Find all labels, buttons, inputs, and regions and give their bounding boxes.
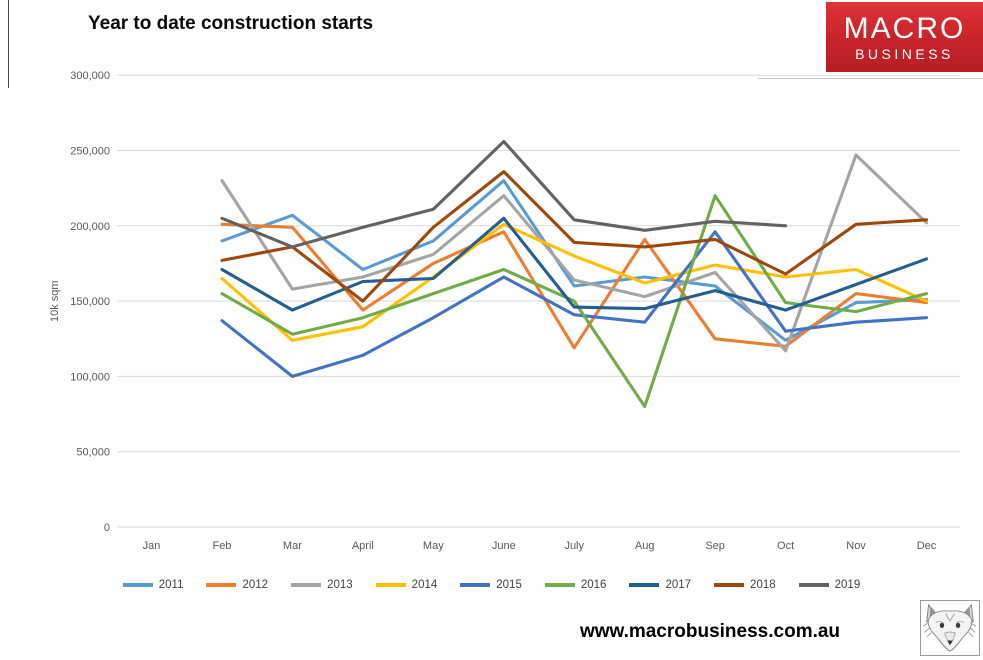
legend-swatch-icon — [291, 583, 322, 587]
legend-item-2016: 2016 — [544, 579, 607, 591]
x-tick-label: Oct — [777, 540, 794, 552]
legend-swatch-icon — [206, 583, 237, 587]
x-tick-label: May — [423, 540, 444, 552]
y-axis-label: 10k sqm — [49, 280, 61, 322]
legend-swatch-icon — [714, 583, 745, 587]
legend-swatch-icon — [544, 583, 575, 587]
macrobusiness-logo: MACRO BUSINESS — [826, 2, 983, 72]
logo-line-macro: MACRO — [843, 11, 966, 45]
legend-label: 2016 — [580, 579, 607, 591]
series-line-2017 — [220, 216, 929, 312]
line-chart: 10k sqm 0 50,000 100,000 150,000 200,000 250,… — [49, 70, 960, 552]
legend-item-2018: 2018 — [714, 579, 776, 591]
legend-swatch-icon — [375, 583, 406, 587]
y-tick-label: 0 — [104, 522, 110, 534]
legend-item-2012: 2012 — [206, 579, 268, 591]
page-title: Year to date construction starts — [88, 13, 374, 34]
x-tick-label: July — [564, 540, 584, 552]
x-tick-label: June — [492, 540, 516, 552]
y-tick-label: 150,000 — [70, 296, 110, 308]
legend-item-2014: 2014 — [375, 579, 438, 591]
legend-label: 2011 — [158, 579, 184, 591]
legend-label: 2013 — [327, 579, 353, 591]
series-line-2015 — [220, 230, 929, 378]
legend-label: 2015 — [496, 579, 522, 591]
y-tick-label: 300,000 — [70, 70, 110, 82]
legend-label: 2012 — [242, 579, 269, 591]
series-line-2014 — [220, 222, 929, 342]
logo-line-business: BUSINESS — [855, 45, 954, 62]
top-divider-line — [758, 78, 983, 79]
legend-label: 2017 — [665, 579, 692, 591]
legend-item-2019: 2019 — [798, 579, 861, 591]
x-tick-label: Sep — [705, 540, 725, 552]
legend-item-2017: 2017 — [629, 579, 691, 591]
legend-item-2011: 2011 — [122, 579, 184, 591]
y-tick-label: 100,000 — [70, 371, 110, 383]
series-line-2016 — [220, 194, 929, 409]
legend-swatch-icon — [798, 583, 829, 587]
series-line-2019 — [220, 139, 788, 249]
legend-swatch-icon — [460, 583, 491, 587]
y-tick-label: 200,000 — [70, 221, 110, 233]
x-tick-label: April — [352, 540, 374, 552]
x-tick-label: Dec — [917, 540, 937, 552]
x-tick-label: Nov — [846, 540, 866, 552]
series-line-2013 — [220, 153, 929, 353]
legend-swatch-icon — [122, 583, 153, 587]
x-tick-label: Jan — [143, 540, 161, 552]
y-tick-label: 250,000 — [70, 146, 110, 158]
footer-url: www.macrobusiness.com.au — [579, 621, 841, 642]
legend-swatch-icon — [629, 583, 660, 587]
legend-item-2015: 2015 — [460, 579, 522, 591]
fox-sketch-icon — [923, 603, 977, 652]
fox-logo-frame — [920, 600, 980, 656]
legend-label: 2019 — [834, 579, 861, 591]
x-tick-label: Aug — [635, 540, 655, 552]
series-line-2018 — [220, 170, 929, 303]
x-tick-label: Mar — [283, 540, 302, 552]
chart-legend: 2011 2012 2013 2014 2015 2016 2017 2018 2019 — [0, 579, 983, 591]
left-edge-border — [8, 0, 9, 88]
x-tick-label: Feb — [212, 540, 231, 552]
legend-item-2013: 2013 — [291, 579, 353, 591]
y-tick-label: 50,000 — [76, 447, 110, 459]
legend-label: 2014 — [411, 579, 438, 591]
series-line-2011 — [220, 179, 929, 342]
legend-label: 2018 — [750, 579, 776, 591]
